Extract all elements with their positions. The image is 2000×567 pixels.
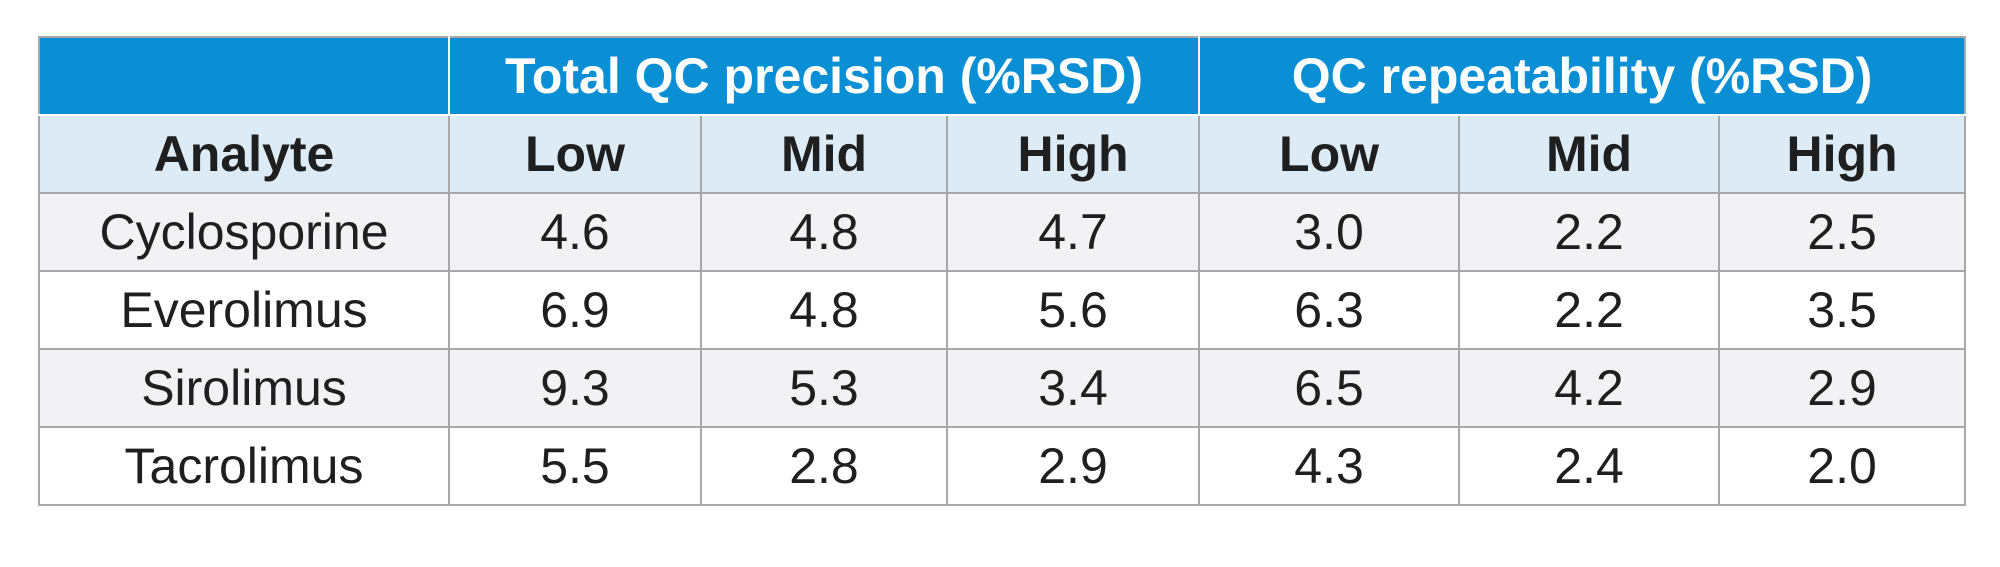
column-header-total-high: High (945, 114, 1201, 194)
value-cell: 4.8 (700, 270, 948, 350)
group-header-qc-repeatability: QC repeatability (%RSD) (1198, 36, 1967, 116)
qc-precision-table: Total QC precision (%RSD) QC repeatabili… (38, 36, 1967, 506)
analyte-cell: Tacrolimus (38, 426, 450, 506)
column-header-row: Analyte Low Mid High Low Mid High (38, 114, 1967, 194)
value-cell: 4.6 (448, 192, 702, 272)
column-header-total-low: Low (448, 114, 702, 194)
value-cell: 3.4 (945, 348, 1201, 428)
column-header-repeat-low: Low (1198, 114, 1461, 194)
value-cell: 2.2 (1458, 192, 1721, 272)
value-cell: 6.5 (1198, 348, 1461, 428)
table-row: Cyclosporine 4.6 4.8 4.7 3.0 2.2 2.5 (38, 192, 1967, 272)
value-cell: 2.8 (700, 426, 948, 506)
value-cell: 4.2 (1458, 348, 1721, 428)
column-header-repeat-high: High (1718, 114, 1967, 194)
value-cell: 2.9 (1718, 348, 1967, 428)
value-cell: 5.5 (448, 426, 702, 506)
value-cell: 4.3 (1198, 426, 1461, 506)
column-header-analyte: Analyte (38, 114, 450, 194)
value-cell: 3.0 (1198, 192, 1461, 272)
value-cell: 2.9 (945, 426, 1201, 506)
value-cell: 5.6 (945, 270, 1201, 350)
table-row: Tacrolimus 5.5 2.8 2.9 4.3 2.4 2.0 (38, 426, 1967, 506)
column-header-repeat-mid: Mid (1458, 114, 1721, 194)
value-cell: 5.3 (700, 348, 948, 428)
value-cell: 9.3 (448, 348, 702, 428)
table-row: Sirolimus 9.3 5.3 3.4 6.5 4.2 2.9 (38, 348, 1967, 428)
value-cell: 6.9 (448, 270, 702, 350)
value-cell: 2.4 (1458, 426, 1721, 506)
analyte-cell: Everolimus (38, 270, 450, 350)
value-cell: 4.7 (945, 192, 1201, 272)
value-cell: 4.8 (700, 192, 948, 272)
table-row: Everolimus 6.9 4.8 5.6 6.3 2.2 3.5 (38, 270, 1967, 350)
group-header-row: Total QC precision (%RSD) QC repeatabili… (38, 36, 1967, 116)
corner-cell (38, 36, 450, 116)
analyte-cell: Cyclosporine (38, 192, 450, 272)
value-cell: 3.5 (1718, 270, 1967, 350)
value-cell: 2.0 (1718, 426, 1967, 506)
group-header-total-qc-precision: Total QC precision (%RSD) (447, 36, 1201, 116)
value-cell: 6.3 (1198, 270, 1461, 350)
value-cell: 2.5 (1718, 192, 1967, 272)
value-cell: 2.2 (1458, 270, 1721, 350)
analyte-cell: Sirolimus (38, 348, 450, 428)
column-header-total-mid: Mid (700, 114, 948, 194)
